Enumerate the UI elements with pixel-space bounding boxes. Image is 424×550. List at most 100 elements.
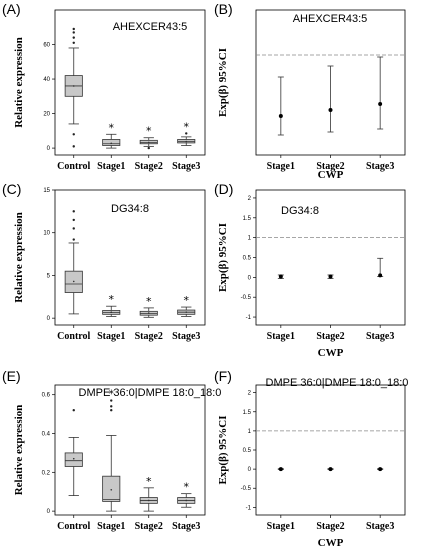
- y-tick-label: -1: [246, 505, 252, 511]
- mean-point: [147, 312, 150, 314]
- outlier-point: [72, 27, 75, 31]
- x-tick-label: Stage3: [172, 161, 200, 172]
- y-tick-label: 0.2: [42, 470, 51, 476]
- panel-f: (F) DMPE 36:0|DMPE 18:0_18:0 Exp(β) 95%CI -…: [214, 368, 408, 549]
- outlier-point: [185, 132, 188, 135]
- chart-title: AHEXCER43:5: [293, 13, 368, 25]
- x-tick-label: Stage1: [97, 331, 125, 342]
- estimate-point: [378, 273, 383, 278]
- mean-point: [185, 311, 188, 313]
- outlier-point: [110, 409, 113, 412]
- y-tick-label: 0: [47, 146, 51, 152]
- panel-d: (D) DG34:8 Exp(β) 95%CI -1 -0.5 0 0.5 1 1.5 2 Stag…: [214, 181, 406, 359]
- ci-stage1: [277, 76, 284, 136]
- panel-label: (A): [2, 1, 21, 17]
- y-tick-label: 1.5: [243, 216, 252, 222]
- panel-b: (B) AHEXCER43:5 Exp(β) 95%CI Stage1 Stage2 St…: [214, 1, 406, 181]
- y-tick-label: 0: [248, 275, 252, 281]
- x-tick-label: Stage2: [316, 161, 344, 172]
- y-tick-label: 1: [248, 429, 252, 435]
- ci-stage3: [377, 467, 384, 472]
- mean-point: [147, 141, 150, 144]
- y-tick-label: -0.5: [241, 486, 252, 492]
- x-tick-label: Stage1: [267, 521, 295, 532]
- panel-label: (F): [214, 368, 232, 384]
- box-stage3: *: [177, 294, 196, 317]
- x-tick-label: Stage1: [267, 161, 295, 172]
- panel-label: (D): [214, 181, 233, 197]
- box-stage2: *: [139, 475, 158, 512]
- y-tick-label: 20: [43, 112, 50, 118]
- chart-title: DMPE 36:0|DMPE 18:0_18:0: [266, 377, 409, 389]
- x-tick-label: Control: [57, 331, 90, 342]
- outlier-point: [72, 218, 75, 222]
- y-tick-label: 0: [47, 316, 51, 322]
- significance-star: *: [184, 294, 190, 307]
- y-tick-label: 0: [47, 509, 51, 515]
- ci-stage2: [327, 274, 334, 279]
- outlier-point: [110, 399, 113, 402]
- y-axis-label: Relative expression: [13, 212, 25, 303]
- ci-stage1: [277, 274, 284, 279]
- box-stage1: *: [102, 293, 121, 317]
- box-stage1: *: [102, 121, 121, 149]
- x-axis-label: CWP: [318, 347, 344, 359]
- ci-stage3: [377, 56, 384, 130]
- estimate-point: [328, 108, 333, 112]
- y-axis-label: Exp(β) 95%CI: [217, 48, 229, 117]
- box-stage2: *: [139, 295, 158, 318]
- y-tick-label: 0.6: [42, 393, 51, 399]
- x-axis-label: CWP: [318, 537, 344, 549]
- y-tick-label: -0.5: [241, 295, 252, 301]
- mean-point: [72, 280, 75, 283]
- x-tick-label: Stage1: [97, 161, 125, 172]
- y-tick-label: 0: [248, 467, 252, 473]
- y-axis-label: Relative expression: [13, 405, 25, 496]
- x-tick-label: Stage2: [135, 331, 163, 342]
- box-stage3: *: [177, 120, 196, 146]
- y-tick-label: 0.5: [243, 256, 252, 262]
- y-tick-label: 1.5: [243, 410, 252, 416]
- estimate-point: [328, 274, 333, 279]
- x-tick-label: Stage2: [135, 521, 163, 532]
- chart-title: DG34:8: [281, 205, 319, 217]
- chart-title: AHEXCER43:5: [113, 21, 188, 33]
- x-tick-label: Stage1: [267, 331, 295, 342]
- mean-point: [110, 311, 113, 313]
- x-tick-label: Stage3: [366, 521, 394, 532]
- y-tick-label: 2: [248, 391, 252, 397]
- significance-star: *: [109, 293, 115, 306]
- y-tick-label: -1: [246, 315, 252, 321]
- estimate-point: [328, 467, 333, 472]
- y-tick-label: 2: [248, 196, 252, 202]
- box-stage3: *: [177, 481, 196, 508]
- x-tick-label: Stage3: [366, 161, 394, 172]
- mean-point: [110, 488, 113, 491]
- outlier-point: [147, 146, 150, 150]
- significance-star: *: [184, 481, 190, 494]
- significance-star: *: [146, 295, 152, 308]
- estimate-point: [278, 114, 283, 118]
- x-tick-label: Stage3: [172, 331, 200, 342]
- outlier-point: [72, 227, 75, 230]
- panel-a: (A) AHEXCER43:5 Relative expression 0 20 40 60…: [2, 1, 206, 172]
- outlier-point: [72, 31, 75, 34]
- outlier-point: [72, 36, 75, 39]
- x-tick-label: Control: [57, 161, 90, 172]
- mean-point: [147, 499, 150, 502]
- outlier-point: [72, 409, 75, 412]
- significance-star: *: [146, 125, 152, 138]
- x-tick-label: Stage2: [135, 161, 163, 172]
- y-tick-label: 0.4: [42, 432, 51, 438]
- x-tick-label: Stage1: [97, 521, 125, 532]
- panel-label: (E): [2, 368, 21, 384]
- outlier-point: [72, 145, 75, 148]
- plot-frame: [54, 9, 206, 156]
- estimate-point: [378, 467, 383, 472]
- x-axis-label: CWP: [318, 169, 344, 181]
- y-tick-label: 0.5: [243, 448, 252, 454]
- box-stage1: *: [102, 388, 121, 512]
- outlier-point: [72, 133, 75, 136]
- box-control: [64, 27, 83, 148]
